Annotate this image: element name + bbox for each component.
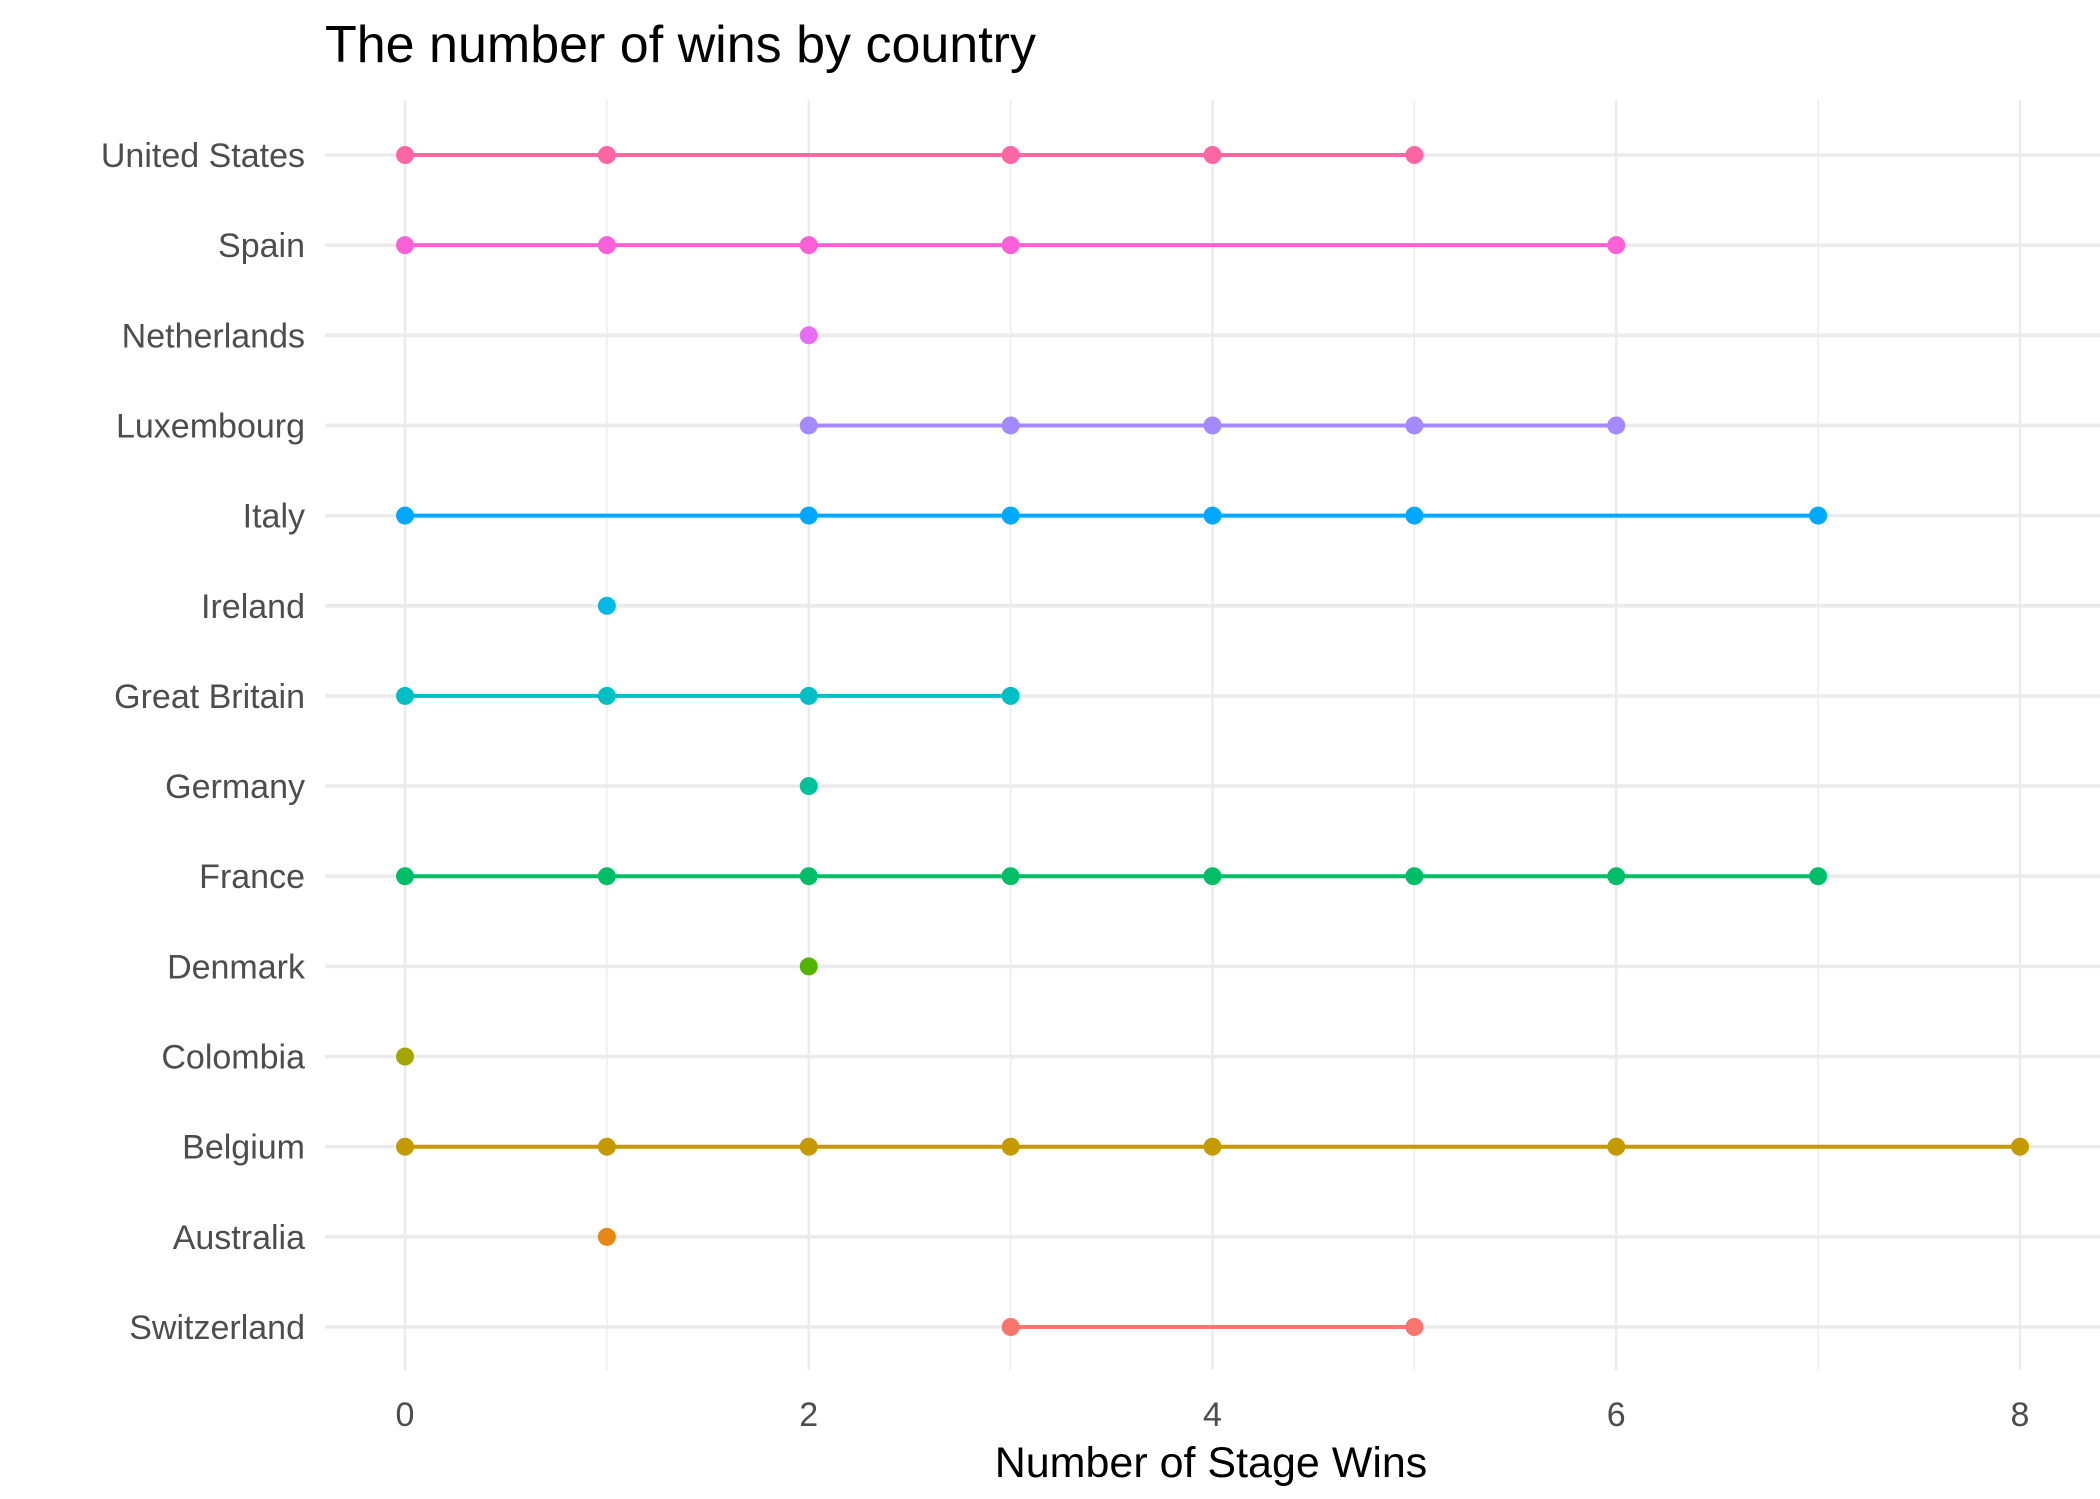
data-point (1001, 686, 1020, 705)
y-tick-label: United States (101, 137, 305, 175)
data-point (1001, 1318, 1020, 1336)
series-united-states (396, 146, 1424, 164)
data-point (799, 867, 818, 886)
data-point (1405, 146, 1424, 164)
data-point (1405, 867, 1424, 886)
y-tick-label: Spain (218, 227, 305, 265)
data-point (799, 777, 818, 796)
y-tick-label: Germany (165, 768, 305, 806)
x-tick-label: 4 (1203, 1396, 1222, 1434)
data-point (396, 506, 414, 525)
data-point (1203, 867, 1222, 886)
y-tick-label: Denmark (167, 948, 306, 986)
data-point (396, 867, 414, 886)
series-denmark (799, 957, 818, 976)
series-layer (396, 146, 2029, 1336)
data-point (1607, 867, 1626, 886)
data-point (799, 416, 818, 435)
x-axis-ticks: 0 2 4 6 8 (396, 1396, 2030, 1434)
y-tick-label: France (199, 858, 305, 896)
series-switzerland (1001, 1318, 1424, 1336)
y-tick-label: Belgium (182, 1129, 305, 1167)
data-point (1001, 236, 1020, 255)
y-tick-label: Switzerland (129, 1309, 305, 1347)
data-point (1405, 506, 1424, 525)
series-colombia (396, 1047, 414, 1066)
data-point (799, 506, 818, 525)
data-point (1607, 416, 1626, 435)
data-point (597, 236, 616, 255)
series-france (396, 867, 1828, 886)
y-tick-label: Great Britain (114, 678, 305, 716)
data-point (1203, 416, 1222, 435)
data-point (1809, 867, 1828, 886)
data-point (396, 146, 414, 164)
data-point (1001, 1137, 1020, 1156)
data-point (597, 686, 616, 705)
data-point (2011, 1137, 2029, 1156)
data-point (597, 867, 616, 886)
series-belgium (396, 1137, 2029, 1156)
x-tick-label: 8 (2011, 1396, 2030, 1434)
series-australia (597, 1227, 616, 1246)
data-point (1001, 867, 1020, 886)
data-point (799, 686, 818, 705)
series-germany (799, 777, 818, 796)
grid (325, 100, 2100, 1370)
y-tick-label: Ireland (201, 588, 305, 626)
data-point (1405, 416, 1424, 435)
series-ireland (597, 596, 616, 615)
data-point (396, 1137, 414, 1156)
data-point (597, 1137, 616, 1156)
y-tick-label: Italy (243, 498, 305, 536)
x-axis-title: Number of Stage Wins (995, 1439, 1428, 1487)
data-point (799, 957, 818, 976)
data-point (799, 326, 818, 345)
data-point (1001, 506, 1020, 525)
data-point (597, 1227, 616, 1246)
series-great-britain (396, 686, 1020, 705)
data-point (1001, 416, 1020, 435)
series-netherlands (799, 326, 818, 345)
data-point (396, 686, 414, 705)
x-tick-label: 2 (799, 1396, 818, 1434)
data-point (1607, 236, 1626, 255)
data-point (1001, 146, 1020, 164)
series-italy (396, 506, 1828, 525)
x-tick-label: 6 (1607, 1396, 1626, 1434)
x-tick-label: 0 (396, 1396, 415, 1434)
data-point (396, 236, 414, 255)
y-tick-label: Luxembourg (116, 407, 305, 445)
data-point (799, 236, 818, 255)
data-point (597, 596, 616, 615)
y-tick-label: Netherlands (122, 317, 305, 355)
data-point (799, 1137, 818, 1156)
chart-title: The number of wins by country (325, 16, 1036, 74)
data-point (597, 146, 616, 164)
data-point (1607, 1137, 1626, 1156)
data-point (396, 1047, 414, 1066)
series-luxembourg (799, 416, 1626, 435)
data-point (1405, 1318, 1424, 1336)
data-point (1203, 506, 1222, 525)
data-point (1203, 146, 1222, 164)
series-spain (396, 236, 1626, 255)
data-point (1203, 1137, 1222, 1156)
y-tick-label: Colombia (161, 1039, 305, 1077)
y-tick-label: Australia (173, 1219, 305, 1257)
y-axis-ticks: United States Spain Netherlands Luxembourg I… (101, 137, 306, 1347)
data-point (1809, 506, 1828, 525)
